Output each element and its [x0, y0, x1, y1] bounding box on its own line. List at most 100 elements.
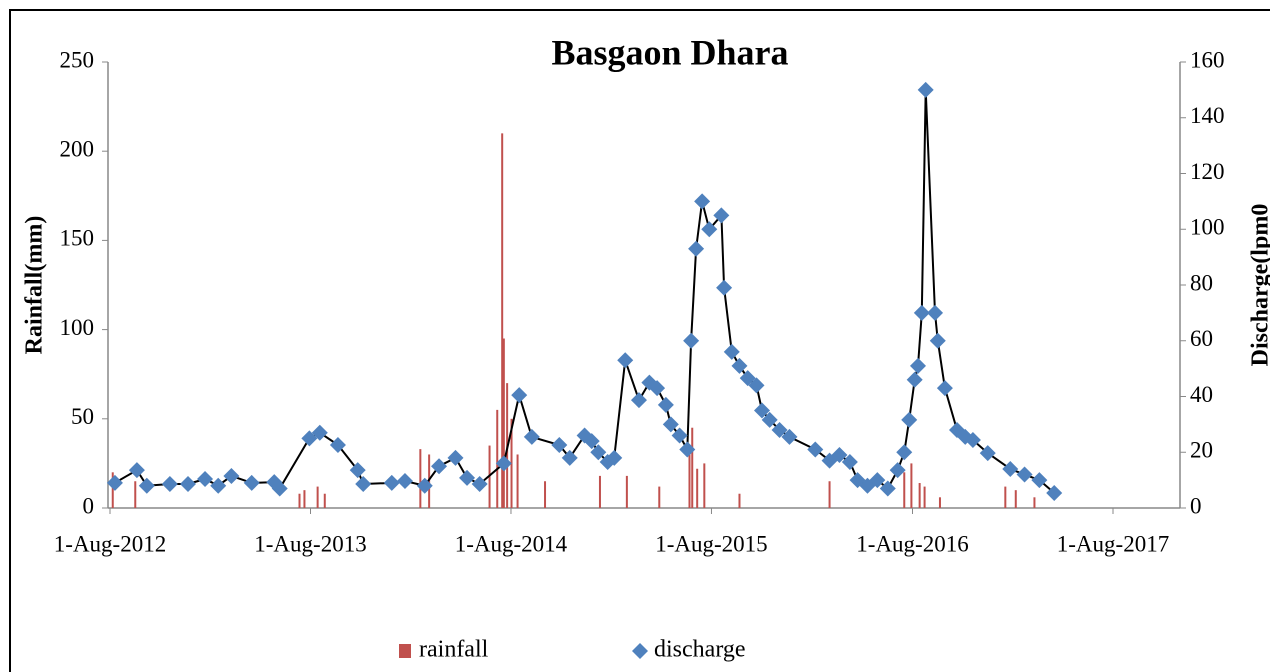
- legend-label: discharge: [654, 637, 746, 663]
- y2-tick-label: 0: [1190, 493, 1202, 518]
- rainfall-bar: [496, 409, 499, 508]
- discharge-marker: [495, 455, 512, 472]
- discharge-marker: [511, 387, 528, 404]
- legend-swatch: [632, 643, 648, 659]
- discharge-marker: [929, 332, 946, 349]
- rainfall-bar: [419, 449, 422, 508]
- x-tick-label: 1-Aug-2014: [455, 531, 568, 556]
- discharge-marker: [927, 304, 944, 321]
- y2-tick-label: 140: [1190, 103, 1225, 128]
- discharge-marker: [716, 279, 733, 296]
- discharge-marker: [761, 411, 778, 428]
- rainfall-bar: [502, 338, 505, 508]
- x-tick-label: 1-Aug-2016: [856, 531, 968, 556]
- rainfall-bar: [1014, 490, 1017, 508]
- discharge-marker: [731, 357, 748, 374]
- discharge-marker: [223, 467, 240, 484]
- discharge-marker: [271, 480, 288, 497]
- discharge-marker: [901, 411, 918, 428]
- rainfall-bar: [1033, 497, 1036, 508]
- rainfall-bar: [111, 472, 114, 508]
- discharge-marker: [896, 444, 913, 461]
- discharge-marker: [964, 431, 981, 448]
- discharge-marker: [781, 428, 798, 445]
- legend-label: rainfall: [419, 637, 489, 663]
- discharge-marker: [739, 370, 756, 387]
- y2-tick-label: 60: [1190, 326, 1213, 351]
- discharge-marker: [606, 449, 623, 466]
- discharge-marker: [909, 357, 926, 374]
- y-tick-label: 0: [83, 493, 95, 518]
- discharge-marker: [753, 402, 770, 419]
- discharge-marker: [523, 428, 540, 445]
- discharge-marker: [590, 444, 607, 461]
- rainfall-bar: [688, 454, 691, 508]
- discharge-marker: [713, 207, 730, 224]
- rainfall-bar: [923, 486, 926, 508]
- discharge-marker: [301, 430, 318, 447]
- discharge-marker: [128, 462, 145, 479]
- rainfall-bar: [703, 463, 706, 508]
- discharge-marker: [138, 477, 155, 494]
- discharge-marker: [694, 193, 711, 210]
- rainfall-bar: [918, 483, 921, 508]
- discharge-marker: [671, 427, 688, 444]
- discharge-marker: [889, 462, 906, 479]
- rainfall-bar: [658, 486, 661, 508]
- discharge-marker: [807, 441, 824, 458]
- x-tick-label: 1-Aug-2012: [54, 531, 166, 556]
- discharge-marker: [617, 352, 634, 369]
- x-tick-label: 1-Aug-2017: [1057, 531, 1169, 556]
- x-tick-label: 1-Aug-2015: [655, 531, 767, 556]
- rainfall-bar: [903, 472, 906, 508]
- discharge-marker: [561, 449, 578, 466]
- discharge-marker: [416, 477, 433, 494]
- discharge-marker: [459, 469, 476, 486]
- discharge-marker: [879, 480, 896, 497]
- discharge-marker: [841, 454, 858, 471]
- rainfall-bar: [625, 475, 628, 508]
- x-tick-label: 1-Aug-2013: [254, 531, 366, 556]
- discharge-marker: [906, 371, 923, 388]
- chart-title: Basgaon Dhara: [551, 32, 788, 72]
- discharge-marker: [349, 462, 366, 479]
- discharge-marker: [243, 474, 260, 491]
- discharge-marker: [311, 424, 328, 441]
- chart-frame: [9, 9, 1270, 672]
- discharge-marker: [917, 81, 934, 98]
- rainfall-bar: [598, 475, 601, 508]
- rainfall-bar: [134, 481, 137, 508]
- discharge-marker: [831, 447, 848, 464]
- discharge-marker: [662, 416, 679, 433]
- discharge-marker: [471, 476, 488, 493]
- discharge-marker: [679, 441, 696, 458]
- discharge-marker: [723, 343, 740, 360]
- rainfall-bar: [738, 493, 741, 508]
- rainfall-bar: [501, 133, 504, 509]
- discharge-marker: [1016, 466, 1033, 483]
- rainfall-bar: [303, 490, 306, 508]
- discharge-marker: [210, 477, 227, 494]
- discharge-marker: [396, 472, 413, 489]
- legend-swatch: [399, 644, 411, 658]
- discharge-marker: [1031, 472, 1048, 489]
- y-axis-title: Rainfall(mm): [22, 216, 48, 355]
- discharge-marker: [688, 240, 705, 257]
- rainfall-bar: [691, 427, 694, 508]
- rainfall-bar: [910, 463, 913, 508]
- y2-tick-label: 100: [1190, 215, 1225, 240]
- discharge-marker: [583, 433, 600, 450]
- discharge-marker: [657, 396, 674, 413]
- discharge-marker: [197, 471, 214, 488]
- discharge-marker: [936, 380, 953, 397]
- y2-tick-label: 120: [1190, 159, 1225, 184]
- discharge-marker: [701, 221, 718, 238]
- discharge-marker: [683, 332, 700, 349]
- y-tick-label: 50: [71, 404, 94, 429]
- discharge-marker: [913, 304, 930, 321]
- discharge-marker: [1046, 484, 1063, 501]
- discharge-marker: [979, 445, 996, 462]
- y2-tick-label: 40: [1190, 382, 1213, 407]
- discharge-marker: [179, 476, 196, 493]
